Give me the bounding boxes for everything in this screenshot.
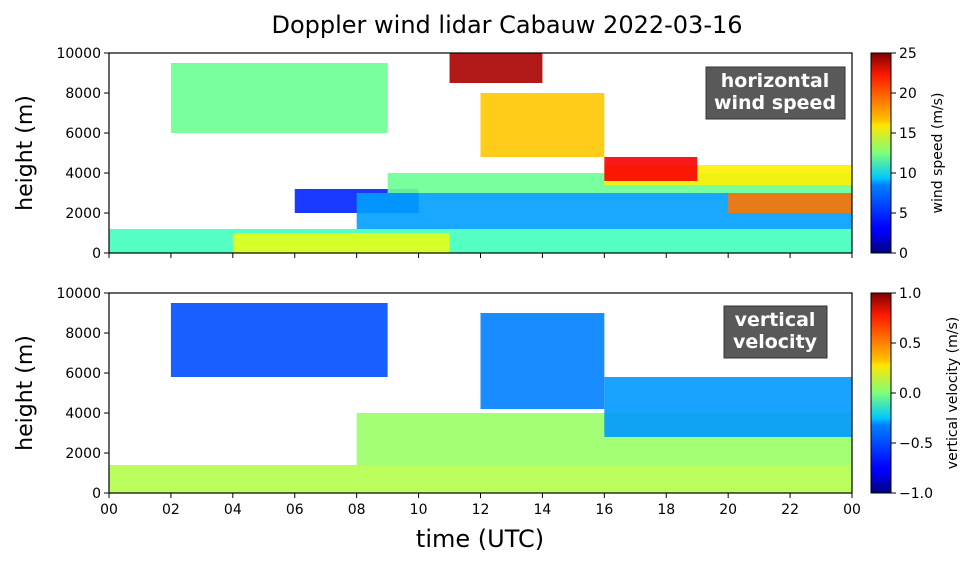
heatmap-region-10 [604, 157, 698, 181]
vertical-velocity-colorbar [870, 292, 892, 494]
y-tick-label: 6000 [65, 126, 101, 142]
y-tick-label: 10000 [56, 286, 101, 302]
x-axis-label: time (UTC) [416, 525, 544, 553]
x-tick-label: 22 [781, 502, 799, 518]
colorbar-tick-label: 1.0 [899, 286, 921, 302]
wind-speed-heatmap [109, 53, 852, 253]
x-tick-label: 08 [348, 502, 366, 518]
colorbar-tick-label: 15 [899, 126, 917, 142]
heatmap-region-8 [449, 53, 543, 83]
figure-title: Doppler wind lidar Cabauw 2022-03-16 [271, 11, 742, 39]
y-tick-label: 8000 [65, 86, 101, 102]
vertical-velocity-heatmap [109, 303, 852, 493]
x-tick-label: 16 [595, 502, 613, 518]
vertical-velocity-annotation-line-2: velocity [733, 331, 818, 353]
colorbar-tick-label: 0 [899, 246, 908, 262]
x-tick-label: 00 [100, 502, 118, 518]
x-tick-label: 14 [534, 502, 552, 518]
heatmap-region-0 [109, 465, 852, 493]
colorbar-tick-label: 0.5 [899, 336, 921, 352]
vertical-velocity-annotation-line-1: vertical [735, 309, 816, 331]
vertical-velocity-colorbar-label: vertical velocity (m/s) [945, 317, 961, 469]
x-tick-label: 02 [162, 502, 180, 518]
colorbar-tick-label: 0.0 [899, 386, 921, 402]
colorbar-tick-label: 5 [899, 206, 908, 222]
x-tick-label: 00 [843, 502, 861, 518]
heatmap-region-6 [728, 193, 852, 213]
y-tick-label: 0 [92, 246, 101, 262]
wind-speed-colorbar-ticks: 0 5 10 15 20 25 [891, 46, 917, 262]
wind-speed-x-tickmarks [108, 253, 853, 258]
heatmap-region-4 [604, 377, 852, 437]
wind-speed-annotation-box [705, 66, 846, 120]
y-tick-label: 4000 [65, 406, 101, 422]
heatmap-region-3 [480, 313, 605, 409]
wind-speed-annotation-line-1: horizontal [721, 70, 830, 92]
heatmap-region-2 [170, 303, 388, 377]
y-tick-label: 2000 [65, 206, 101, 222]
y-tick-label: 4000 [65, 166, 101, 182]
vertical-velocity-annotation-box [723, 305, 828, 359]
heatmap-region-9 [480, 93, 605, 157]
x-tick-label: 12 [472, 502, 490, 518]
heatmap-region-0 [109, 229, 852, 253]
colorbar-tick-label: 10 [899, 166, 917, 182]
wind-speed-colorbar-label: wind speed (m/s) [930, 93, 946, 214]
colorbar-tick-label: −0.5 [899, 436, 933, 452]
x-tick-label: 18 [657, 502, 675, 518]
wind-speed-annotation-line-2: wind speed [714, 92, 836, 114]
vertical-velocity-y-ticks: 0 2000 4000 6000 8000 10000 [56, 286, 109, 502]
colorbar-tick-label: −1.0 [899, 486, 933, 502]
wind-speed-y-ticks: 0 2000 4000 6000 8000 10000 [56, 46, 109, 262]
y-tick-label: 2000 [65, 446, 101, 462]
wind-speed-colorbar [870, 52, 892, 254]
x-tick-label: 04 [224, 502, 242, 518]
y-tick-label: 8000 [65, 326, 101, 342]
vertical-velocity-y-axis-label: height (m) [13, 335, 38, 451]
vertical-velocity-x-ticks: 00 02 04 06 08 10 12 14 16 18 20 22 00 [100, 493, 861, 518]
heatmap-region-1 [232, 233, 450, 253]
heatmap-region-7 [170, 63, 388, 133]
vertical-velocity-colorbar-ticks: −1.0 −0.5 0.0 0.5 1.0 [891, 286, 933, 502]
x-tick-label: 10 [410, 502, 428, 518]
y-tick-label: 0 [92, 486, 101, 502]
x-tick-label: 20 [719, 502, 737, 518]
colorbar-tick-label: 20 [899, 86, 917, 102]
y-tick-label: 10000 [56, 46, 101, 62]
y-tick-label: 6000 [65, 366, 101, 382]
colorbar-tick-label: 25 [899, 46, 917, 62]
x-tick-label: 06 [286, 502, 304, 518]
wind-speed-panel: 0 2000 4000 6000 8000 10000 height (m) horizo… [13, 46, 946, 262]
wind-speed-y-axis-label: height (m) [13, 95, 38, 211]
